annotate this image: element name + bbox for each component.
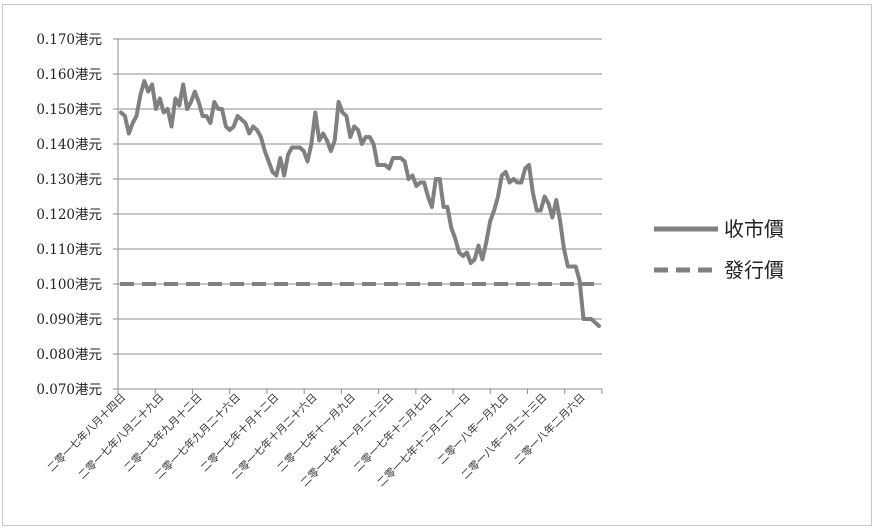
y-tick-label: 0.140港元	[36, 137, 102, 153]
y-tick-label: 0.070港元	[36, 382, 102, 398]
legend: 收市價 發行價	[654, 217, 784, 282]
y-tick-label: 0.150港元	[36, 102, 102, 118]
close-price-line	[119, 79, 601, 328]
y-axis-tick-labels: 0.170港元 0.160港元 0.150港元 0.140港元 0.130港元 0.120…	[36, 32, 102, 398]
y-tick-label: 0.170港元	[36, 32, 102, 48]
x-axis	[117, 389, 603, 394]
y-tick-label: 0.160港元	[36, 67, 102, 83]
y-tick-label: 0.120港元	[36, 207, 102, 223]
legend-label-close-price: 收市價	[724, 217, 784, 241]
y-tick-label: 0.100港元	[36, 277, 102, 293]
y-tick-label: 0.090港元	[36, 312, 102, 328]
grid-lines	[113, 38, 602, 390]
y-tick-label: 0.080港元	[36, 347, 102, 363]
x-axis-tick-labels: 二零一七年八月十四日二零一七年八月二十九日二零一七年九月十二日二零一七年九月二十…	[45, 391, 588, 489]
legend-label-issue-price: 發行價	[724, 258, 784, 282]
x-tick-label: 二零一八年二月六日	[512, 391, 588, 467]
series-lines	[119, 79, 601, 328]
y-tick-label: 0.110港元	[36, 242, 102, 258]
x-tick-label: 二零一八年一月九日	[435, 391, 511, 467]
y-tick-label: 0.130港元	[36, 172, 102, 188]
